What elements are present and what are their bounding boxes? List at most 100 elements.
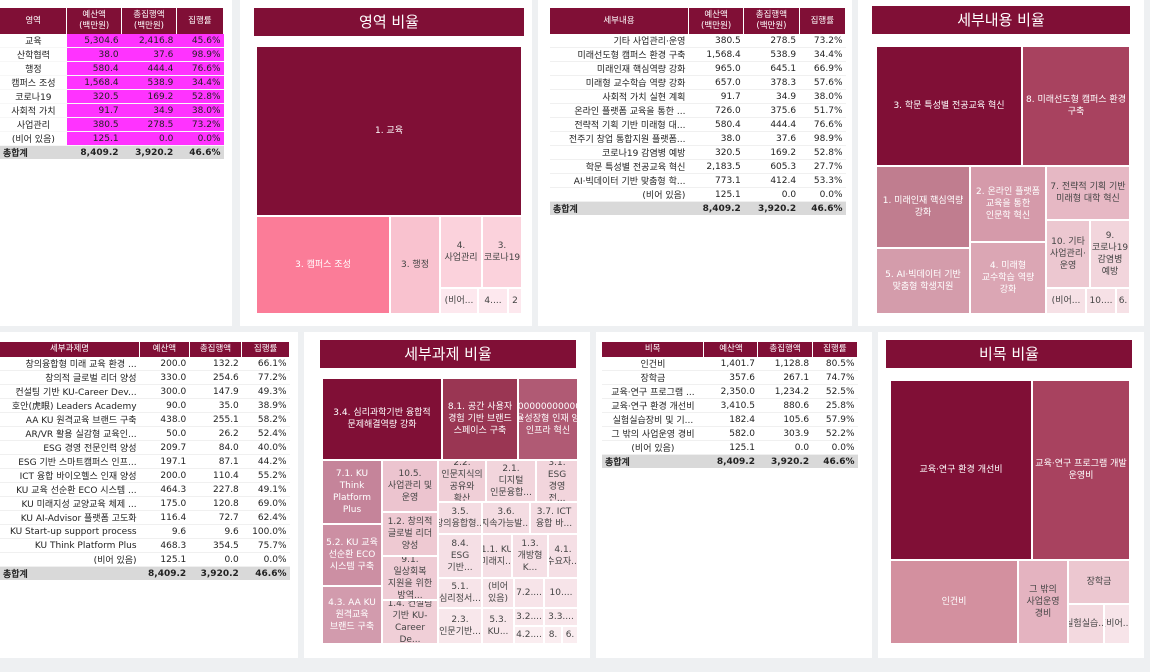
- treemap-cell-2-3[interactable]: 2.3. 인문기반...: [438, 608, 482, 644]
- treemap-cell-5-2[interactable]: 5.2. KU 교육 선순환 ECO 시스템 구축: [322, 524, 382, 586]
- subtask-table-row[interactable]: 창의적 글로벌 리더 양성 330.0 254.6 77.2%: [0, 370, 290, 385]
- item-table-row[interactable]: 실험실습장비 및 기... 182.4 105.6 57.9%: [602, 412, 858, 427]
- detail-table-row[interactable]: 학문 특성별 전공교육 혁신 2,183.5 605.3 27.7%: [550, 159, 846, 174]
- detail-table-row[interactable]: 전주기 창업 통합지원 플랫폼... 38.0 37.6 98.9%: [550, 131, 846, 146]
- item-header-2[interactable]: 총집행액: [757, 342, 813, 357]
- treemap-cell-3-3[interactable]: 3.3....: [544, 608, 578, 626]
- item-table-row[interactable]: 장학금 357.6 267.1 74.7%: [602, 370, 858, 385]
- treemap-cell-8-x[interactable]: 8.: [544, 626, 562, 644]
- treemap-cell-1-3[interactable]: 1.3. 개방형 K...: [512, 534, 548, 578]
- subtask-table-row[interactable]: ESG 경영 전문인력 양성 209.7 84.0 40.0%: [0, 440, 290, 455]
- item-table-row[interactable]: 인건비 1,401.7 1,128.8 80.5%: [602, 357, 858, 371]
- subtask-table-row[interactable]: 호안(虎眼) Leaders Academy 90.0 35.0 38.9%: [0, 398, 290, 413]
- treemap-cell-5-1[interactable]: 5.1. 심리정서...: [438, 578, 482, 608]
- subtask-header-3[interactable]: 집행률: [241, 342, 290, 357]
- treemap-cell-5-3[interactable]: 5.3. KU...: [482, 608, 514, 644]
- treemap-cell-empty[interactable]: (비어...: [1046, 288, 1086, 314]
- area-table-row[interactable]: 교육 5,304.6 2,416.8 45.6%: [0, 34, 224, 48]
- treemap-cell-covid[interactable]: 3. 코로나19: [482, 216, 522, 288]
- treemap-cell-8-3[interactable]: 8.3000000000000007 자율성장형 인재 양성 인프라 혁신: [518, 378, 578, 460]
- treemap-cell-9-1[interactable]: 9.1. 일상회복 지원을 위한 방역...: [382, 556, 438, 600]
- item-table-row[interactable]: (비어 있음) 125.1 0.0 0.0%: [602, 440, 858, 455]
- area-table-row[interactable]: 사회적 가치 91.7 34.9 38.0%: [0, 103, 224, 118]
- detail-table-row[interactable]: 전략적 기획 기반 미래형 대... 580.4 444.4 76.6%: [550, 117, 846, 132]
- subtask-table-row[interactable]: ESG 기반 스마트캠퍼스 인프... 197.1 87.1 44.2%: [0, 454, 290, 469]
- area-header-1[interactable]: 예산액 (백만원): [66, 8, 123, 34]
- treemap-cell-personnel[interactable]: 인건비: [890, 560, 1018, 644]
- treemap-cell-program-dev[interactable]: 교육·연구 프로그램 개발 운영비: [1032, 380, 1130, 560]
- treemap-cell-empty[interactable]: (비어...: [440, 288, 478, 314]
- area-table-row[interactable]: 코로나19 320.5 169.2 52.8%: [0, 89, 224, 104]
- detail-table-row[interactable]: 미래형 교수학습 역량 강화 657.0 378.3 57.6%: [550, 75, 846, 90]
- area-table-row[interactable]: 캠퍼스 조성 1,568.4 538.9 34.4%: [0, 75, 224, 90]
- treemap-cell-campus[interactable]: 3. 캠퍼스 조성: [256, 216, 390, 314]
- subtask-header-1[interactable]: 예산액: [139, 342, 190, 357]
- treemap-cell-scholarship[interactable]: 장학금: [1068, 560, 1130, 604]
- treemap-cell-etc-management[interactable]: 10. 기타 사업관리·운영: [1046, 220, 1090, 288]
- treemap-cell-8-4[interactable]: 8.4. ESG 기반...: [438, 534, 482, 578]
- treemap-cell-teaching-learning[interactable]: 4. 미래형 교수학습 역량 강화: [970, 242, 1046, 314]
- treemap-cell-covid-prevention[interactable]: 9. 코로나19 감염병 예방: [1090, 220, 1130, 288]
- treemap-cell-7-2[interactable]: 7.2....: [514, 578, 544, 608]
- treemap-cell-3-7[interactable]: 3.7. ICT 융합 바...: [530, 502, 578, 534]
- treemap-cell-4-1[interactable]: 4.1. 수요자...: [548, 534, 578, 578]
- detail-table-row[interactable]: (비어 있음) 125.1 0.0 0.0%: [550, 187, 846, 202]
- subtask-total-row[interactable]: 총합계 8,409.2 3,920.2 46.6%: [0, 566, 290, 580]
- detail-header-3[interactable]: 집행률: [799, 8, 847, 34]
- treemap-cell-strategic-planning[interactable]: 7. 전략적 기획 기반 미래형 대학 혁신: [1046, 166, 1130, 220]
- subtask-table-row[interactable]: AA KU 원격교육 브랜드 구축 438.0 255.1 58.2%: [0, 412, 290, 427]
- treemap-cell-1-1[interactable]: 1.1. KU 미래지...: [482, 534, 512, 578]
- treemap-cell-startup[interactable]: 10....: [1086, 288, 1116, 314]
- detail-total-row[interactable]: 총합계 8,409.2 3,920.2 46.6%: [550, 201, 846, 215]
- area-total-row[interactable]: 총합계 8,409.2 3,920.2 46.6%: [0, 145, 224, 159]
- treemap-cell-1-2[interactable]: 1.2. 창의적 글로벌 리더 양성: [382, 512, 438, 556]
- detail-header-0[interactable]: 세부내용: [550, 8, 689, 34]
- treemap-cell-1-4[interactable]: 1.4. 컨설팅 기반 KU-Career De...: [382, 600, 438, 644]
- subtask-header-0[interactable]: 세부과제명: [0, 342, 141, 357]
- treemap-cell-4-2[interactable]: 4.2....: [514, 626, 544, 644]
- detail-table-row[interactable]: 코로나19 감염병 예방 320.5 169.2 52.8%: [550, 145, 846, 160]
- subtask-table-row[interactable]: KU AI-Advisor 플랫폼 고도화 116.4 72.7 62.4%: [0, 510, 290, 525]
- item-table-row[interactable]: 그 밖의 사업운영 경비 582.0 303.9 52.2%: [602, 426, 858, 441]
- treemap-cell-7-1[interactable]: 7.1. KU Think Platform Plus: [322, 460, 382, 524]
- detail-table-row[interactable]: AI·빅데이터 기반 맞춤형 학... 773.1 412.4 53.3%: [550, 173, 846, 188]
- area-header-0[interactable]: 영역: [0, 8, 68, 34]
- treemap-cell-admin[interactable]: 3. 행정: [390, 216, 440, 314]
- treemap-cell-lab-equipment[interactable]: 실험실습...: [1068, 604, 1104, 644]
- treemap-cell-empty[interactable]: (비어...: [1104, 604, 1130, 644]
- area-table-row[interactable]: 산학협력 38.0 37.6 98.9%: [0, 47, 224, 62]
- treemap-cell-3-2[interactable]: 3.2....: [514, 608, 544, 626]
- area-header-3[interactable]: 집행률: [176, 8, 225, 34]
- detail-header-1[interactable]: 예산액 (백만원): [688, 8, 745, 34]
- item-table-row[interactable]: 교육·연구 환경 개선비 3,410.5 880.6 25.8%: [602, 398, 858, 413]
- subtask-table-row[interactable]: (비어 있음) 125.1 0.0 0.0%: [0, 552, 290, 567]
- detail-table-row[interactable]: 미래선도형 캠퍼스 환경 구축 1,568.4 538.9 34.4%: [550, 47, 846, 62]
- detail-table-row[interactable]: 기타 사업관리·운영 380.5 278.5 73.2%: [550, 34, 846, 48]
- treemap-cell-3-1[interactable]: 3.1. ESG 경영 전...: [536, 460, 578, 502]
- subtask-table-row[interactable]: KU 교육 선순환 ECO 시스템 ... 464.3 227.8 49.1%: [0, 482, 290, 497]
- treemap-cell-6-x[interactable]: 6.: [562, 626, 578, 644]
- treemap-cell-social-value[interactable]: 6.: [1116, 288, 1130, 314]
- area-table-row[interactable]: 행정 580.4 444.4 76.6%: [0, 61, 224, 76]
- area-header-2[interactable]: 총집행액 (백만원): [121, 8, 177, 34]
- subtask-table-row[interactable]: 창의융합형 미래 교육 환경 ... 200.0 132.2 66.1%: [0, 357, 290, 371]
- treemap-cell-3-4[interactable]: 3.4. 심리과학기반 융합적 문제해결역량 강화: [322, 378, 442, 460]
- subtask-table-row[interactable]: AR/VR 활용 실감형 교육인... 50.0 26.2 52.4%: [0, 426, 290, 441]
- subtask-table-row[interactable]: KU Start-up support process 9.6 9.6 100.0%: [0, 524, 290, 539]
- subtask-table-row[interactable]: 컨설팅 기반 KU-Career Dev... 300.0 147.9 49.3%: [0, 384, 290, 399]
- treemap-cell-online-platform[interactable]: 2. 온라인 플랫폼 교육을 통한 인문학 혁신: [970, 166, 1046, 242]
- item-header-1[interactable]: 예산액: [703, 342, 759, 357]
- treemap-cell-management[interactable]: 4. 사업관리: [440, 216, 482, 288]
- subtask-table-row[interactable]: KU Think Platform Plus 468.3 354.5 75.7%: [0, 538, 290, 553]
- area-table-row[interactable]: 사업관리 380.5 278.5 73.2%: [0, 117, 224, 132]
- subtask-table-row[interactable]: ICT 융합 바이오헬스 인재 양성 200.0 110.4 55.2%: [0, 468, 290, 483]
- item-total-row[interactable]: 총합계 8,409.2 3,920.2 46.6%: [602, 454, 858, 468]
- treemap-cell-2-1[interactable]: 2.1. 디지털 인문융합...: [486, 460, 536, 502]
- treemap-cell-10-x[interactable]: 10....: [544, 578, 578, 608]
- item-header-3[interactable]: 집행률: [812, 342, 859, 357]
- detail-table-row[interactable]: 미래인재 핵심역량 강화 965.0 645.1 66.9%: [550, 61, 846, 76]
- item-header-0[interactable]: 비목: [602, 342, 705, 357]
- treemap-cell-8-1[interactable]: 8.1. 공간 사용자 경험 기반 브랜드 스페이스 구축: [442, 378, 518, 460]
- detail-table-row[interactable]: 사회적 가치 실현 계획 91.7 34.9 38.0%: [550, 89, 846, 104]
- treemap-cell-env-improvement[interactable]: 교육·연구 환경 개선비: [890, 380, 1032, 560]
